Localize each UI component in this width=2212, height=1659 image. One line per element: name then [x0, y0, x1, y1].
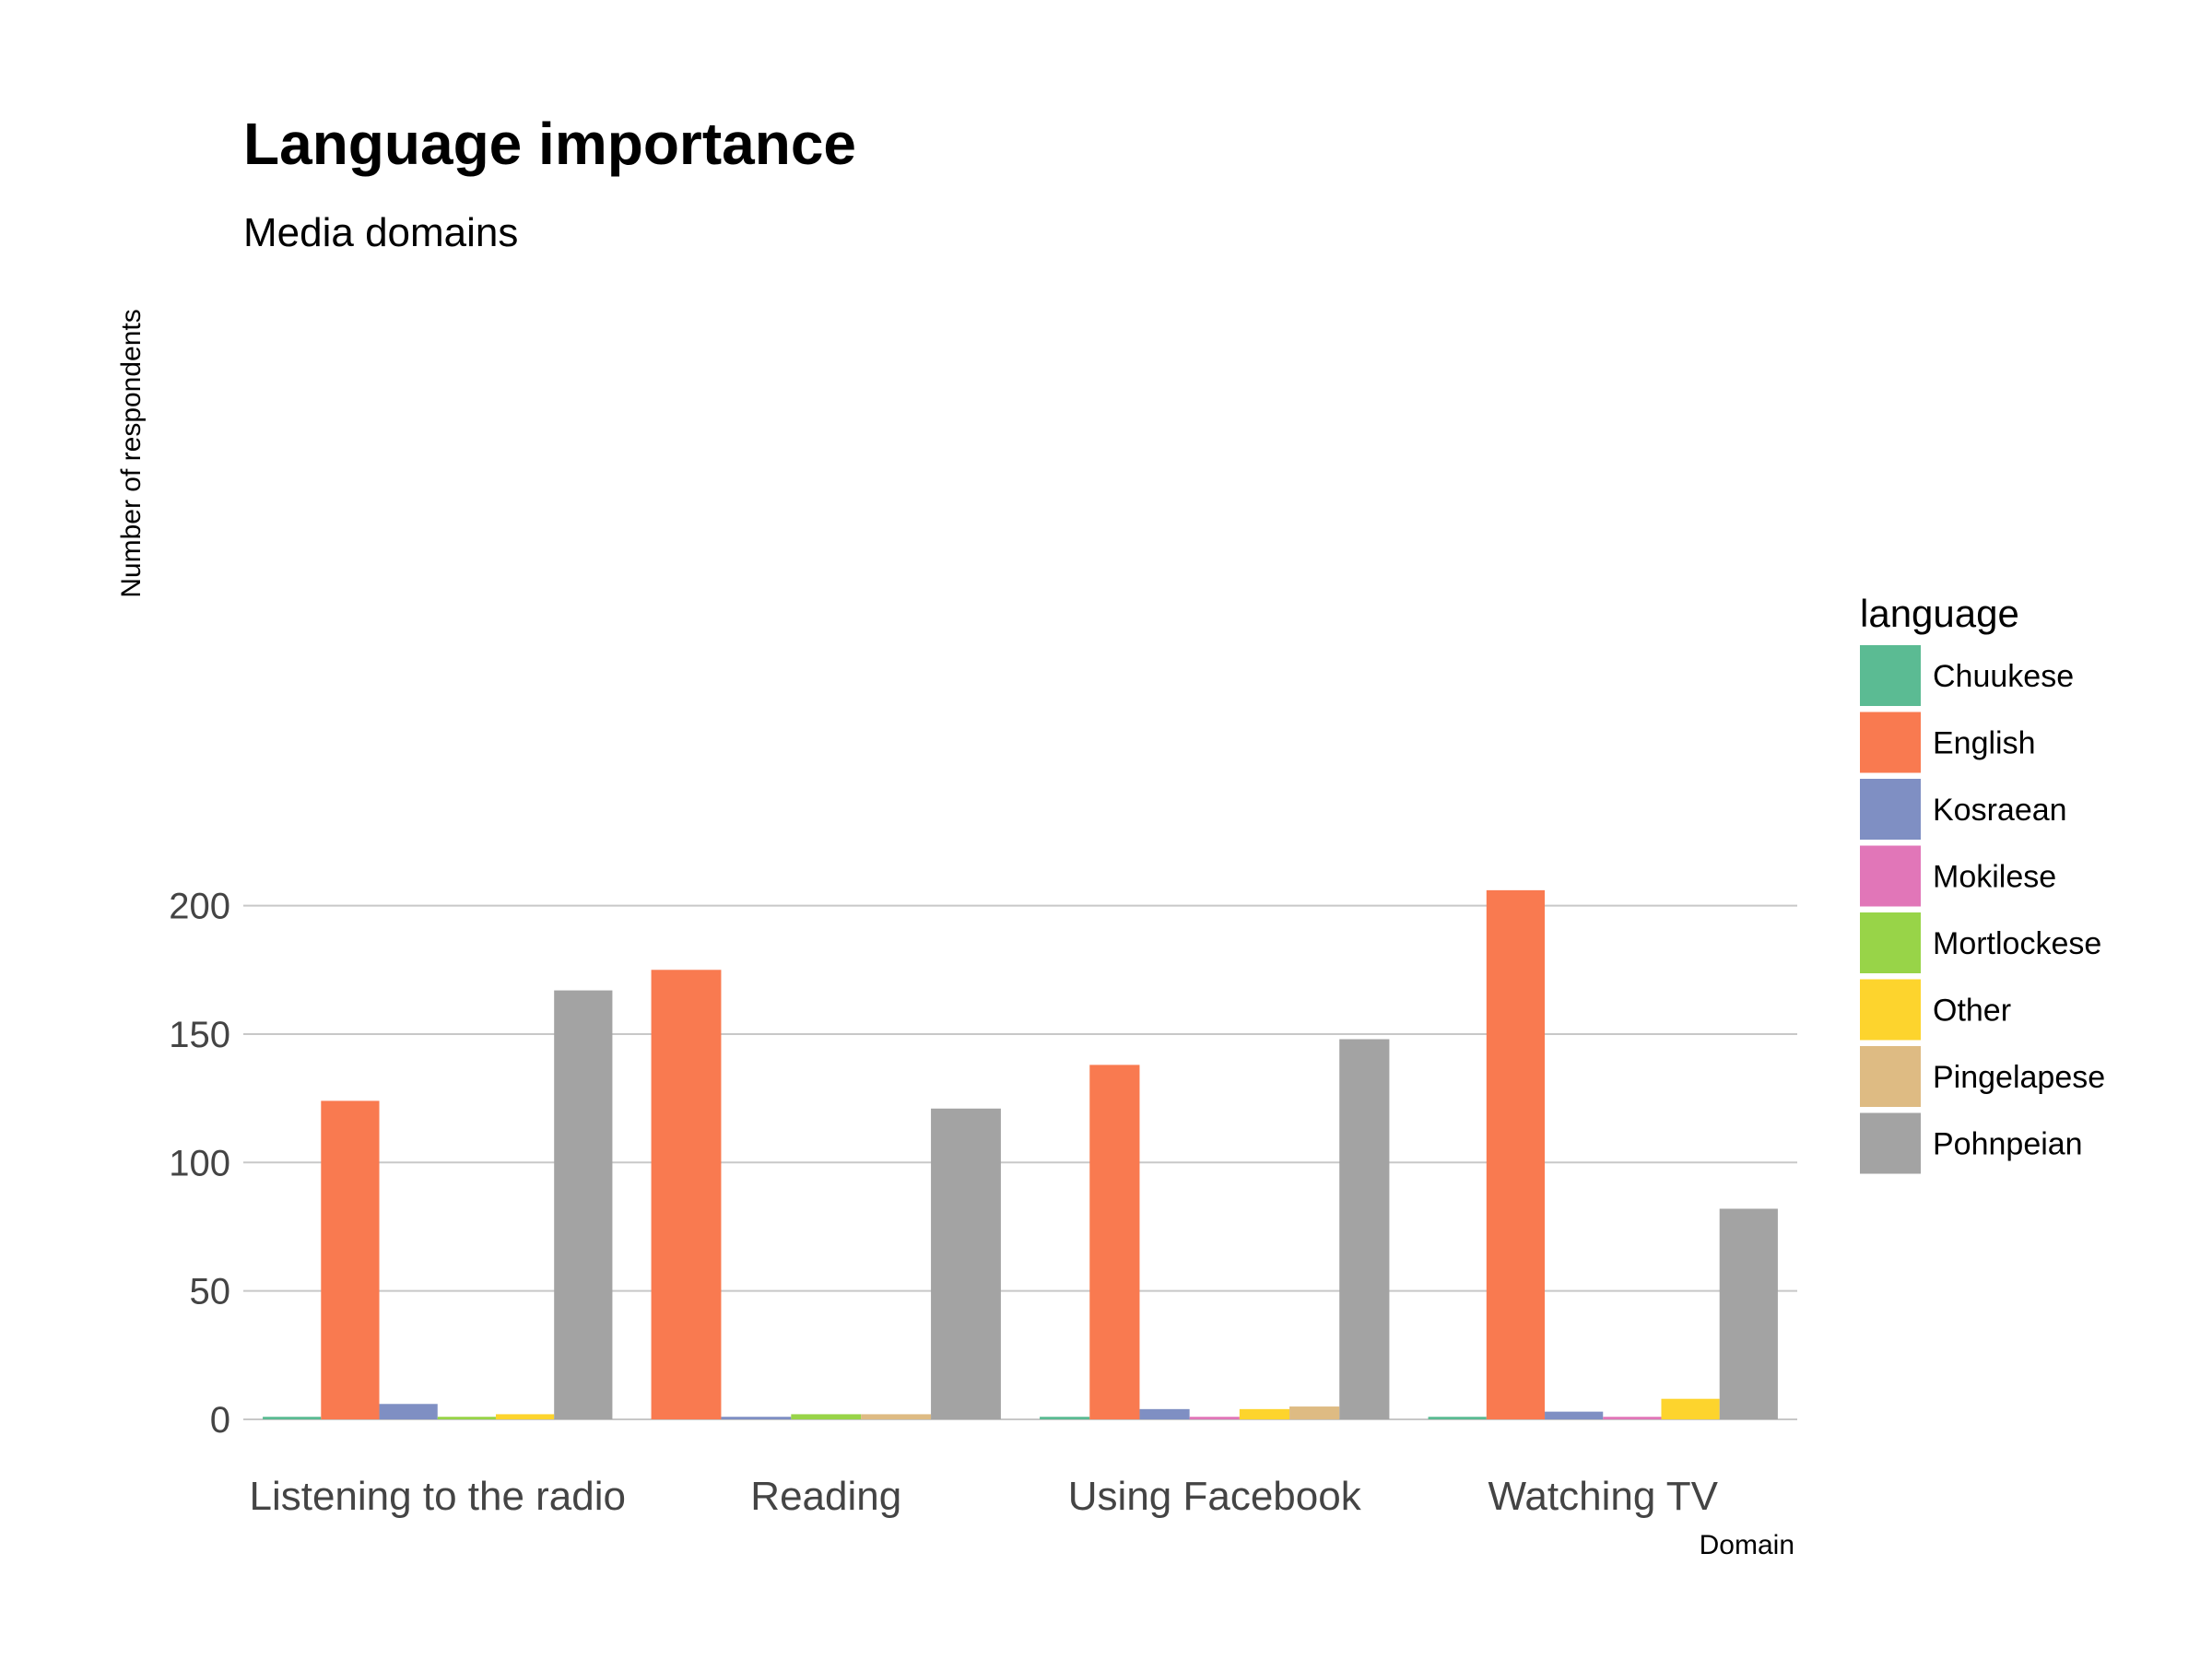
legend-swatch-english: [1860, 712, 1921, 773]
legend-label-pohnpeian: Pohnpeian: [1933, 1127, 2083, 1162]
bar-pingelapese-reading: [861, 1414, 932, 1419]
bar-pohnpeian-reading: [931, 1108, 1001, 1419]
legend-label-mokilese: Mokilese: [1933, 860, 2056, 895]
bar-kosraean-using-facebook: [1139, 1408, 1190, 1419]
y-tick-label: 200: [169, 887, 230, 927]
x-axis-ticks: Listening to the radio Reading Using Faceb…: [249, 1474, 1718, 1519]
bar-other-watching-tv: [1661, 1398, 1720, 1419]
x-tick-label: Using Facebook: [1068, 1474, 1362, 1519]
y-tick-label: 50: [190, 1272, 231, 1312]
bar-mokilese-watching-tv: [1603, 1417, 1662, 1419]
legend-label-other: Other: [1933, 994, 2011, 1029]
chart-title: Language importance: [243, 111, 856, 177]
legend-swatch-mokilese: [1860, 845, 1921, 907]
bar-mokilese-using-facebook: [1189, 1417, 1240, 1419]
legend-swatch-pohnpeian: [1860, 1112, 1921, 1174]
legend-label-chuukese: Chuukese: [1933, 659, 2074, 694]
bar-chuukese-watching-tv: [1428, 1417, 1487, 1419]
legend-label-english: English: [1933, 726, 2036, 761]
legend-title: language: [1860, 592, 2019, 635]
legend-label-mortlockese: Mortlockese: [1933, 926, 2101, 961]
x-axis-title: Domain: [1700, 1530, 1794, 1560]
y-axis-ticks: 0 50 100 150 200: [169, 887, 230, 1441]
legend-label-pingelapese: Pingelapese: [1933, 1060, 2105, 1095]
gridlines: [243, 904, 1797, 1420]
bar-pohnpeian-using-facebook: [1339, 1039, 1390, 1419]
y-axis-title: Number of respondents: [116, 309, 147, 598]
bar-chuukese-listening-to-the-radio: [263, 1417, 322, 1419]
bar-pohnpeian-watching-tv: [1719, 1208, 1778, 1419]
x-tick-label: Listening to the radio: [249, 1474, 626, 1519]
legend-swatch-chuukese: [1860, 645, 1921, 706]
bar-english-using-facebook: [1089, 1065, 1140, 1419]
legend-swatch-kosraean: [1860, 779, 1921, 840]
bar-kosraean-reading: [721, 1417, 792, 1419]
y-tick-label: 150: [169, 1015, 230, 1055]
bar-pohnpeian-listening-to-the-radio: [554, 990, 613, 1419]
bar-chuukese-using-facebook: [1040, 1417, 1090, 1419]
bar-english-watching-tv: [1486, 889, 1546, 1419]
chart-subtitle: Media domains: [243, 210, 518, 255]
x-tick-label: Reading: [750, 1474, 901, 1519]
legend-swatch-pingelapese: [1860, 1046, 1921, 1107]
legend: language Chuukese English Kosraean Mokilese…: [1860, 592, 2105, 1174]
legend-swatch-other: [1860, 979, 1921, 1041]
bar-english-reading: [651, 970, 722, 1419]
bar-english-listening-to-the-radio: [321, 1100, 380, 1419]
legend-swatch-mortlockese: [1860, 912, 1921, 973]
bar-kosraean-watching-tv: [1545, 1411, 1604, 1419]
x-tick-label: Watching TV: [1488, 1474, 1719, 1519]
y-tick-label: 0: [210, 1400, 230, 1441]
bar-mortlockese-listening-to-the-radio: [437, 1417, 496, 1419]
bar-kosraean-listening-to-the-radio: [379, 1404, 438, 1419]
bars: [263, 889, 1778, 1419]
bar-other-listening-to-the-radio: [495, 1414, 555, 1419]
legend-label-kosraean: Kosraean: [1933, 793, 2067, 828]
bar-mortlockese-reading: [791, 1414, 862, 1419]
bar-pingelapese-using-facebook: [1289, 1406, 1340, 1419]
y-tick-label: 100: [169, 1143, 230, 1183]
bar-other-using-facebook: [1239, 1408, 1290, 1419]
